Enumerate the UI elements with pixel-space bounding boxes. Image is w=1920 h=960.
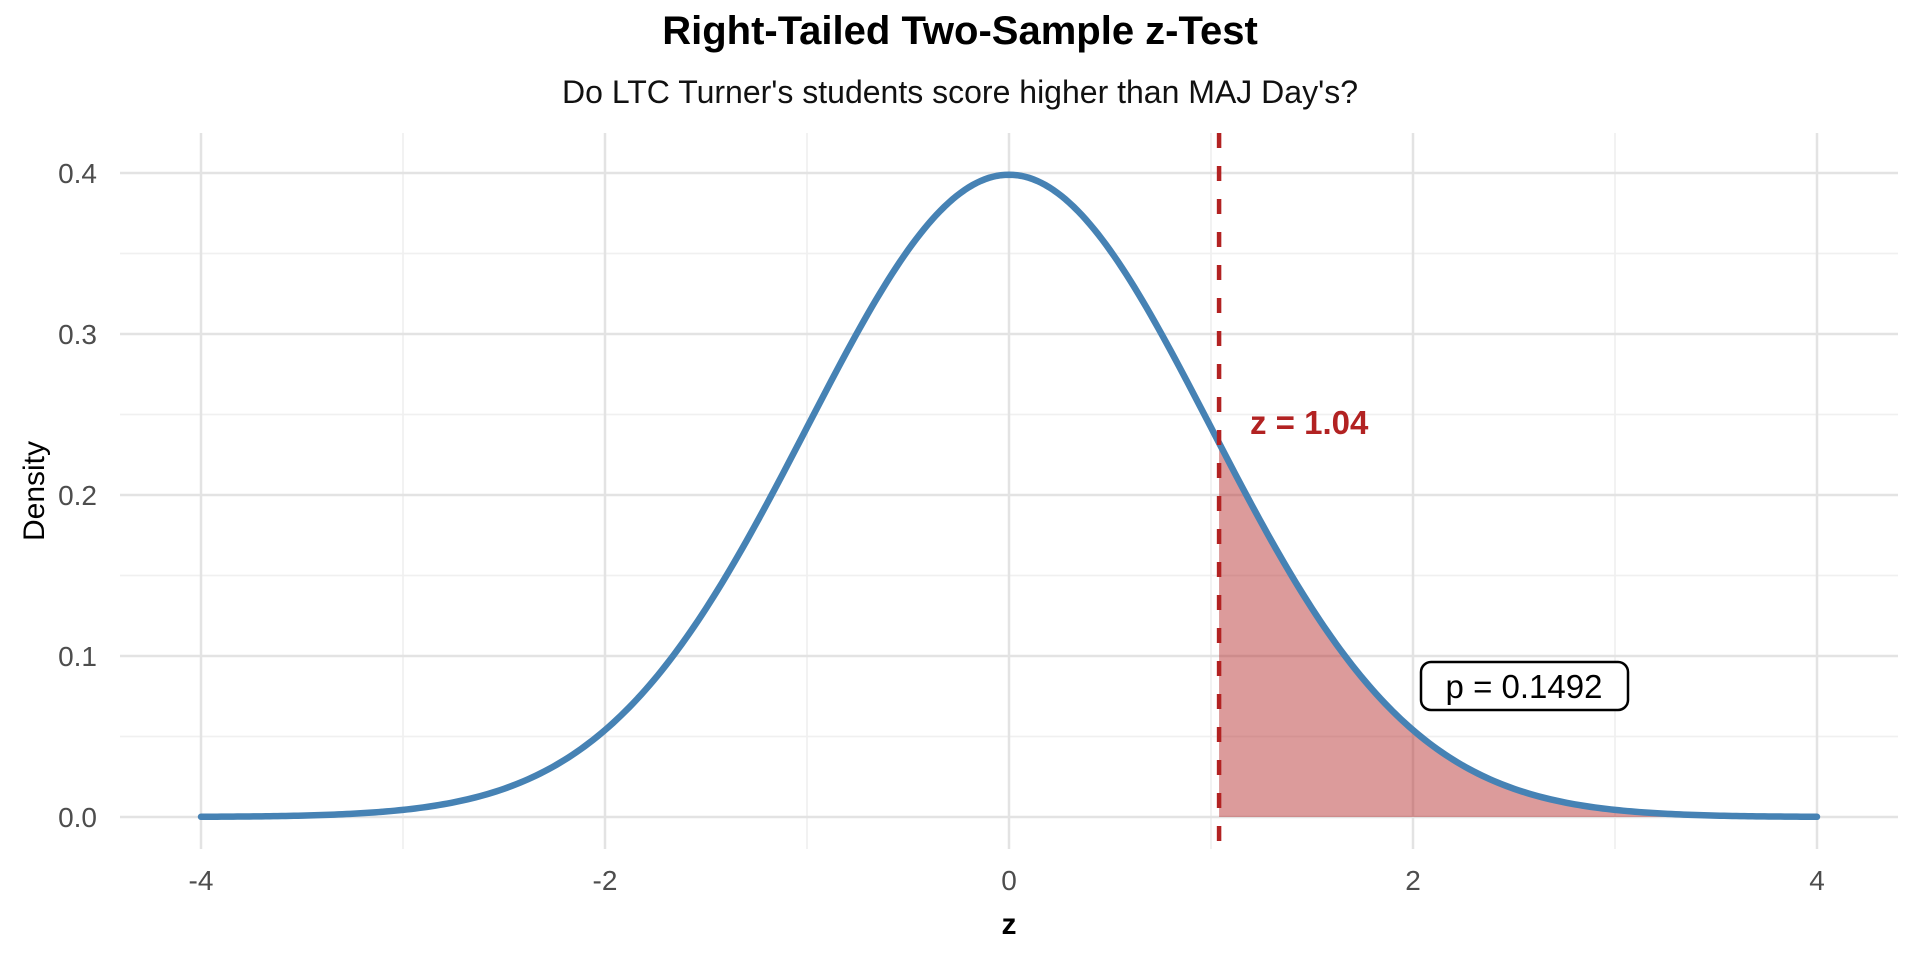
p-value-label: p = 0.1492 bbox=[1446, 668, 1603, 705]
chart-subtitle: Do LTC Turner's students score higher th… bbox=[562, 74, 1358, 110]
y-tick-label: 0.4 bbox=[58, 158, 97, 189]
y-tick-label: 0.2 bbox=[58, 480, 97, 511]
x-tick-label: 0 bbox=[1001, 865, 1017, 896]
chart-title: Right-Tailed Two-Sample z-Test bbox=[662, 9, 1258, 53]
p-value-box bbox=[1419, 660, 1630, 712]
x-tick-label: -4 bbox=[189, 865, 214, 896]
x-tick-label: 4 bbox=[1809, 865, 1825, 896]
y-tick-label: 0.0 bbox=[58, 802, 97, 833]
density-curve bbox=[197, 171, 1821, 821]
x-axis-tick-labels: -4 -2 0 2 4 bbox=[189, 865, 1825, 896]
x-tick-label: -2 bbox=[593, 865, 618, 896]
x-axis-title: z bbox=[1002, 908, 1017, 941]
y-tick-label: 0.1 bbox=[58, 641, 97, 672]
z-stat-label: z = 1.04 bbox=[1250, 404, 1369, 441]
x-tick-label: 2 bbox=[1405, 865, 1421, 896]
y-axis-title: Density bbox=[18, 441, 51, 541]
y-tick-label: 0.3 bbox=[58, 319, 97, 350]
tail-shade-area bbox=[1219, 443, 1817, 817]
y-axis-tick-labels: 0.0 0.1 0.2 0.3 0.4 bbox=[58, 158, 97, 833]
panel-gridlines bbox=[120, 133, 1898, 849]
p-value-annotation: p = 0.1492 bbox=[1419, 660, 1630, 712]
